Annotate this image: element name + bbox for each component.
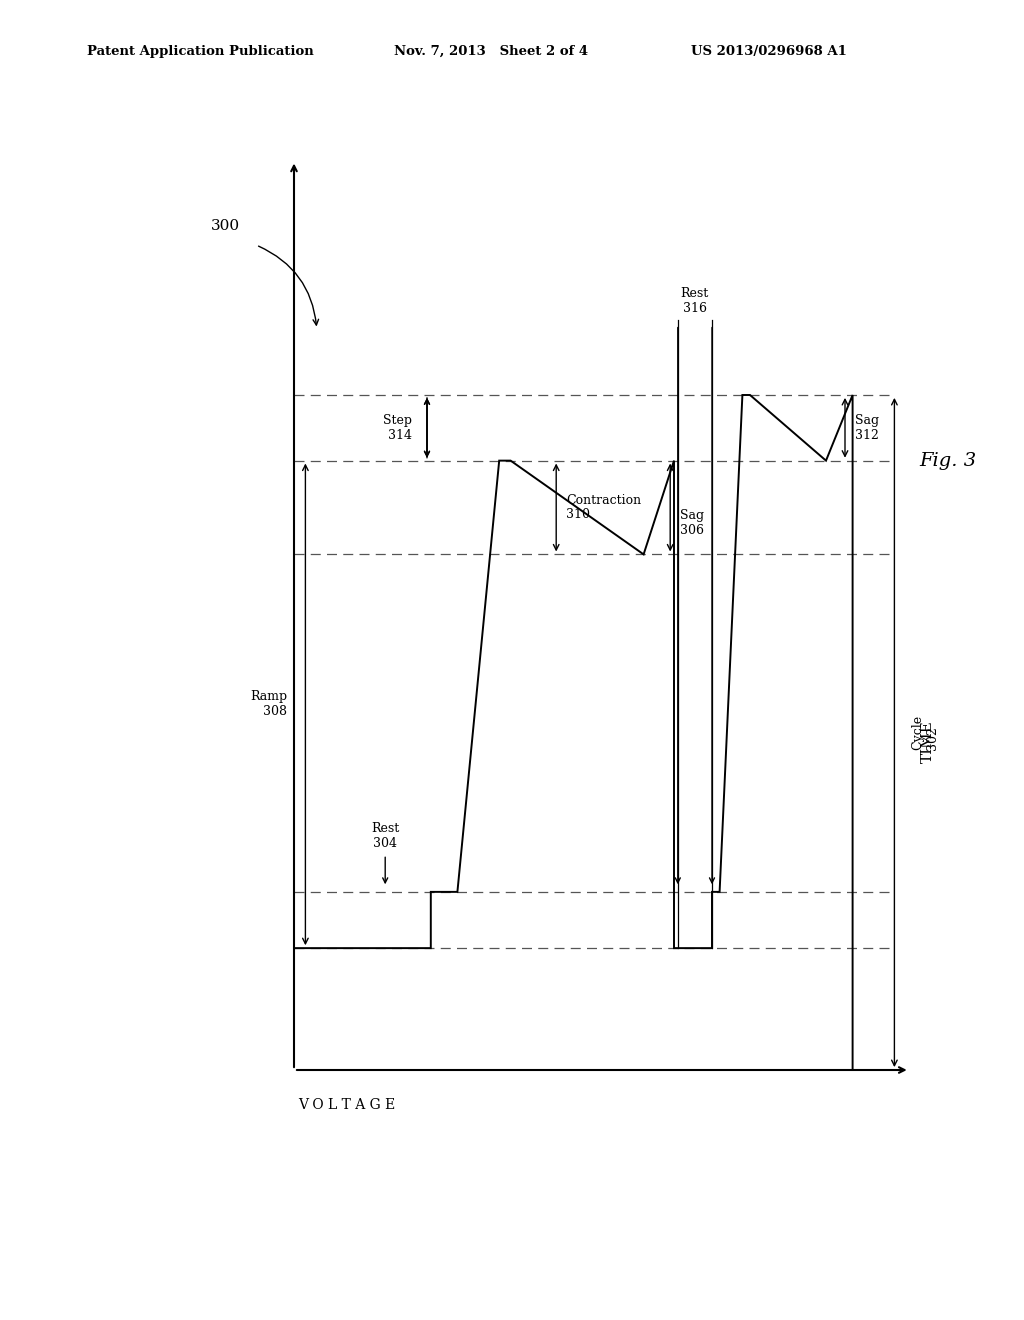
Text: Step
314: Step 314: [383, 413, 412, 442]
Text: Sag
306: Sag 306: [680, 508, 705, 536]
Text: V O L T A G E: V O L T A G E: [298, 1098, 395, 1111]
Text: Ramp
308: Ramp 308: [250, 690, 288, 718]
Text: Rest
304: Rest 304: [371, 821, 399, 850]
Text: Cycle
302: Cycle 302: [911, 715, 939, 750]
Text: Rest
316: Rest 316: [681, 288, 709, 315]
Text: Patent Application Publication: Patent Application Publication: [87, 45, 313, 58]
Text: US 2013/0296968 A1: US 2013/0296968 A1: [691, 45, 847, 58]
Text: Nov. 7, 2013   Sheet 2 of 4: Nov. 7, 2013 Sheet 2 of 4: [394, 45, 589, 58]
Text: Sag
312: Sag 312: [855, 413, 880, 442]
Text: TIME: TIME: [921, 721, 935, 763]
Text: Fig. 3: Fig. 3: [919, 451, 976, 470]
Text: Contraction
310: Contraction 310: [566, 494, 641, 521]
Text: 300: 300: [211, 219, 241, 234]
